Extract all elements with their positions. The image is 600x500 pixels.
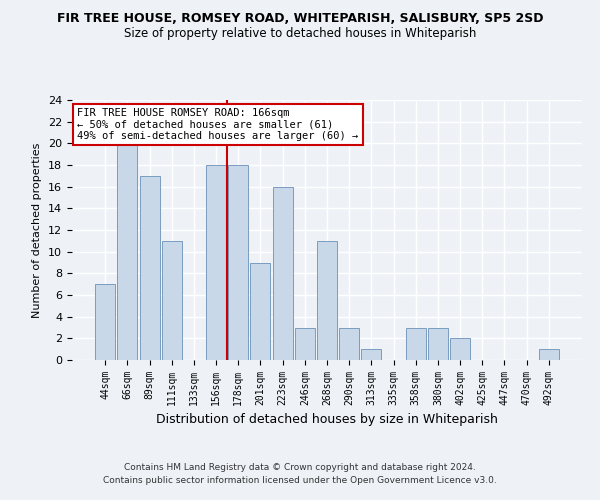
Bar xyxy=(295,328,315,360)
Bar xyxy=(206,165,226,360)
Text: Contains public sector information licensed under the Open Government Licence v3: Contains public sector information licen… xyxy=(103,476,497,485)
Bar xyxy=(317,241,337,360)
Y-axis label: Number of detached properties: Number of detached properties xyxy=(32,142,43,318)
Bar xyxy=(140,176,160,360)
Bar xyxy=(95,284,115,360)
Text: FIR TREE HOUSE, ROMSEY ROAD, WHITEPARISH, SALISBURY, SP5 2SD: FIR TREE HOUSE, ROMSEY ROAD, WHITEPARISH… xyxy=(57,12,543,26)
Bar xyxy=(339,328,359,360)
Text: Contains HM Land Registry data © Crown copyright and database right 2024.: Contains HM Land Registry data © Crown c… xyxy=(124,464,476,472)
Bar xyxy=(450,338,470,360)
Bar xyxy=(250,262,271,360)
Bar xyxy=(162,241,182,360)
Bar xyxy=(406,328,426,360)
Bar xyxy=(228,165,248,360)
X-axis label: Distribution of detached houses by size in Whiteparish: Distribution of detached houses by size … xyxy=(156,414,498,426)
Bar xyxy=(118,144,137,360)
Text: Size of property relative to detached houses in Whiteparish: Size of property relative to detached ho… xyxy=(124,28,476,40)
Bar xyxy=(428,328,448,360)
Bar xyxy=(272,186,293,360)
Bar xyxy=(361,349,382,360)
Text: FIR TREE HOUSE ROMSEY ROAD: 166sqm
← 50% of detached houses are smaller (61)
49%: FIR TREE HOUSE ROMSEY ROAD: 166sqm ← 50%… xyxy=(77,108,358,141)
Bar xyxy=(539,349,559,360)
